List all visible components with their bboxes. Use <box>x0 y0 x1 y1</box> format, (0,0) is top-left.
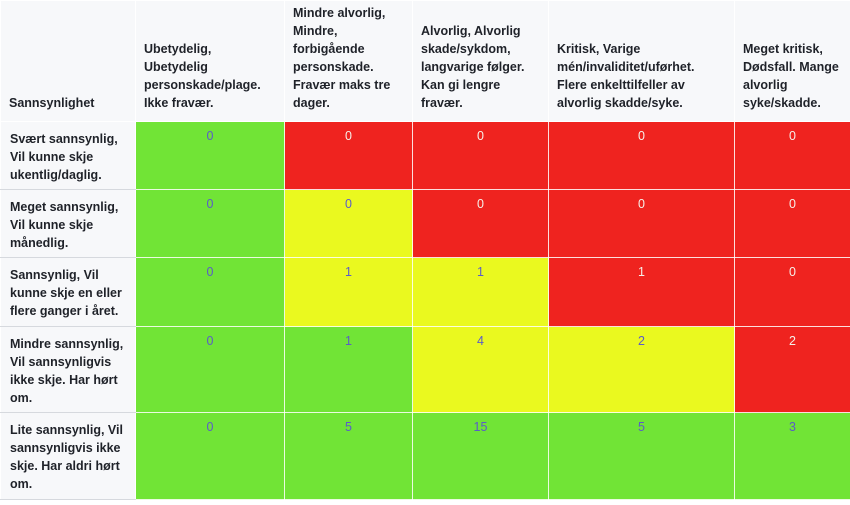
matrix-cell[interactable]: 2 <box>734 326 850 413</box>
cell-value: 1 <box>345 334 352 348</box>
row-header-sannsynlig: Sannsynlig, Vil kunne skje en eller fler… <box>0 257 136 327</box>
matrix-cell[interactable]: 1 <box>412 257 549 327</box>
cell-value: 0 <box>345 129 352 143</box>
column-header-alvorlig: Alvorlig, Alvorlig skade/sykdom, langvar… <box>412 0 549 122</box>
cell-value: 0 <box>638 197 645 211</box>
matrix-cell[interactable]: 0 <box>734 257 850 327</box>
column-header-kritisk: Kritisk, Varige mén/invaliditet/uførhet.… <box>548 0 735 122</box>
matrix-cell[interactable]: 5 <box>548 412 735 500</box>
matrix-cell[interactable]: 0 <box>284 189 413 258</box>
cell-value: 0 <box>206 197 214 211</box>
column-header-meget-kritisk: Meget kritisk, Dødsfall. Mange alvorlig … <box>734 0 850 122</box>
matrix-cell[interactable]: 0 <box>548 121 735 190</box>
matrix-cell[interactable]: 0 <box>135 326 285 413</box>
matrix-cell[interactable]: 1 <box>548 257 735 327</box>
cell-value: 1 <box>345 265 352 279</box>
table-row: Sannsynlig, Vil kunne skje en eller fler… <box>0 257 850 327</box>
matrix-cell[interactable]: 0 <box>548 189 735 258</box>
cell-value: 2 <box>789 334 796 348</box>
matrix-cell[interactable]: 0 <box>135 257 285 327</box>
row-header-lite-sannsynlig: Lite sannsynlig, Vil sannsynligvis ikke … <box>0 412 136 500</box>
matrix-cell[interactable]: 0 <box>412 189 549 258</box>
cell-value: 2 <box>638 334 645 348</box>
row-header-mindre-sannsynlig: Mindre sannsynlig, Vil sannsynligvis ikk… <box>0 326 136 413</box>
cell-value: 0 <box>345 197 352 211</box>
cell-value: 5 <box>638 420 645 434</box>
cell-value: 0 <box>477 129 484 143</box>
cell-value: 0 <box>206 129 214 143</box>
matrix-cell[interactable]: 0 <box>734 121 850 190</box>
cell-value: 1 <box>638 265 645 279</box>
column-header-mindre-alvorlig: Mindre alvorlig, Mindre, forbigående per… <box>284 0 413 122</box>
matrix-cell[interactable]: 0 <box>734 189 850 258</box>
matrix-cell[interactable]: 0 <box>135 189 285 258</box>
matrix-cell[interactable]: 3 <box>734 412 850 500</box>
table-row: Mindre sannsynlig, Vil sannsynligvis ikk… <box>0 326 850 413</box>
cell-value: 15 <box>473 420 488 434</box>
cell-value: 0 <box>206 334 214 348</box>
row-header-svaert-sannsynlig: Svært sannsynlig, Vil kunne skje ukentli… <box>0 121 136 190</box>
corner-header: Sannsynlighet <box>0 0 136 122</box>
row-header-meget-sannsynlig: Meget sannsynlig, Vil kunne skje månedli… <box>0 189 136 258</box>
matrix-cell[interactable]: 0 <box>284 121 413 190</box>
cell-value: 0 <box>638 129 645 143</box>
cell-value: 0 <box>789 265 796 279</box>
cell-value: 0 <box>789 197 796 211</box>
cell-value: 4 <box>477 334 484 348</box>
matrix-cell[interactable]: 5 <box>284 412 413 500</box>
table-row: Lite sannsynlig, Vil sannsynligvis ikke … <box>0 412 850 500</box>
matrix-cell[interactable]: 15 <box>412 412 549 500</box>
header-row: Sannsynlighet Ubetydelig, Ubetydelig per… <box>0 0 850 122</box>
cell-value: 0 <box>789 129 796 143</box>
cell-value: 0 <box>477 197 484 211</box>
matrix-cell[interactable]: 1 <box>284 257 413 327</box>
cell-value: 1 <box>477 265 484 279</box>
table-row: Meget sannsynlig, Vil kunne skje månedli… <box>0 189 850 258</box>
matrix-cell[interactable]: 0 <box>135 121 285 190</box>
cell-value: 3 <box>789 420 796 434</box>
matrix-cell[interactable]: 0 <box>135 412 285 500</box>
matrix-cell[interactable]: 1 <box>284 326 413 413</box>
cell-value: 5 <box>345 420 352 434</box>
table-row: Svært sannsynlig, Vil kunne skje ukentli… <box>0 121 850 190</box>
cell-value: 0 <box>206 265 214 279</box>
matrix-cell[interactable]: 4 <box>412 326 549 413</box>
matrix-cell[interactable]: 2 <box>548 326 735 413</box>
cell-value: 0 <box>206 420 214 434</box>
column-header-ubetydelig: Ubetydelig, Ubetydelig personskade/plage… <box>135 0 285 122</box>
matrix-cell[interactable]: 0 <box>412 121 549 190</box>
